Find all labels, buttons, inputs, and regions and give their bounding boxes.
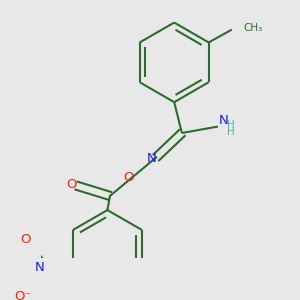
Text: H: H (227, 127, 235, 137)
Text: O: O (67, 178, 77, 191)
Text: O: O (123, 171, 134, 184)
Text: O: O (20, 233, 31, 246)
Text: O⁻: O⁻ (14, 290, 32, 300)
Text: H: H (227, 119, 235, 130)
Text: N: N (147, 152, 157, 165)
Text: N: N (219, 114, 229, 128)
Text: CH₃: CH₃ (243, 22, 262, 32)
Text: N: N (35, 261, 45, 274)
